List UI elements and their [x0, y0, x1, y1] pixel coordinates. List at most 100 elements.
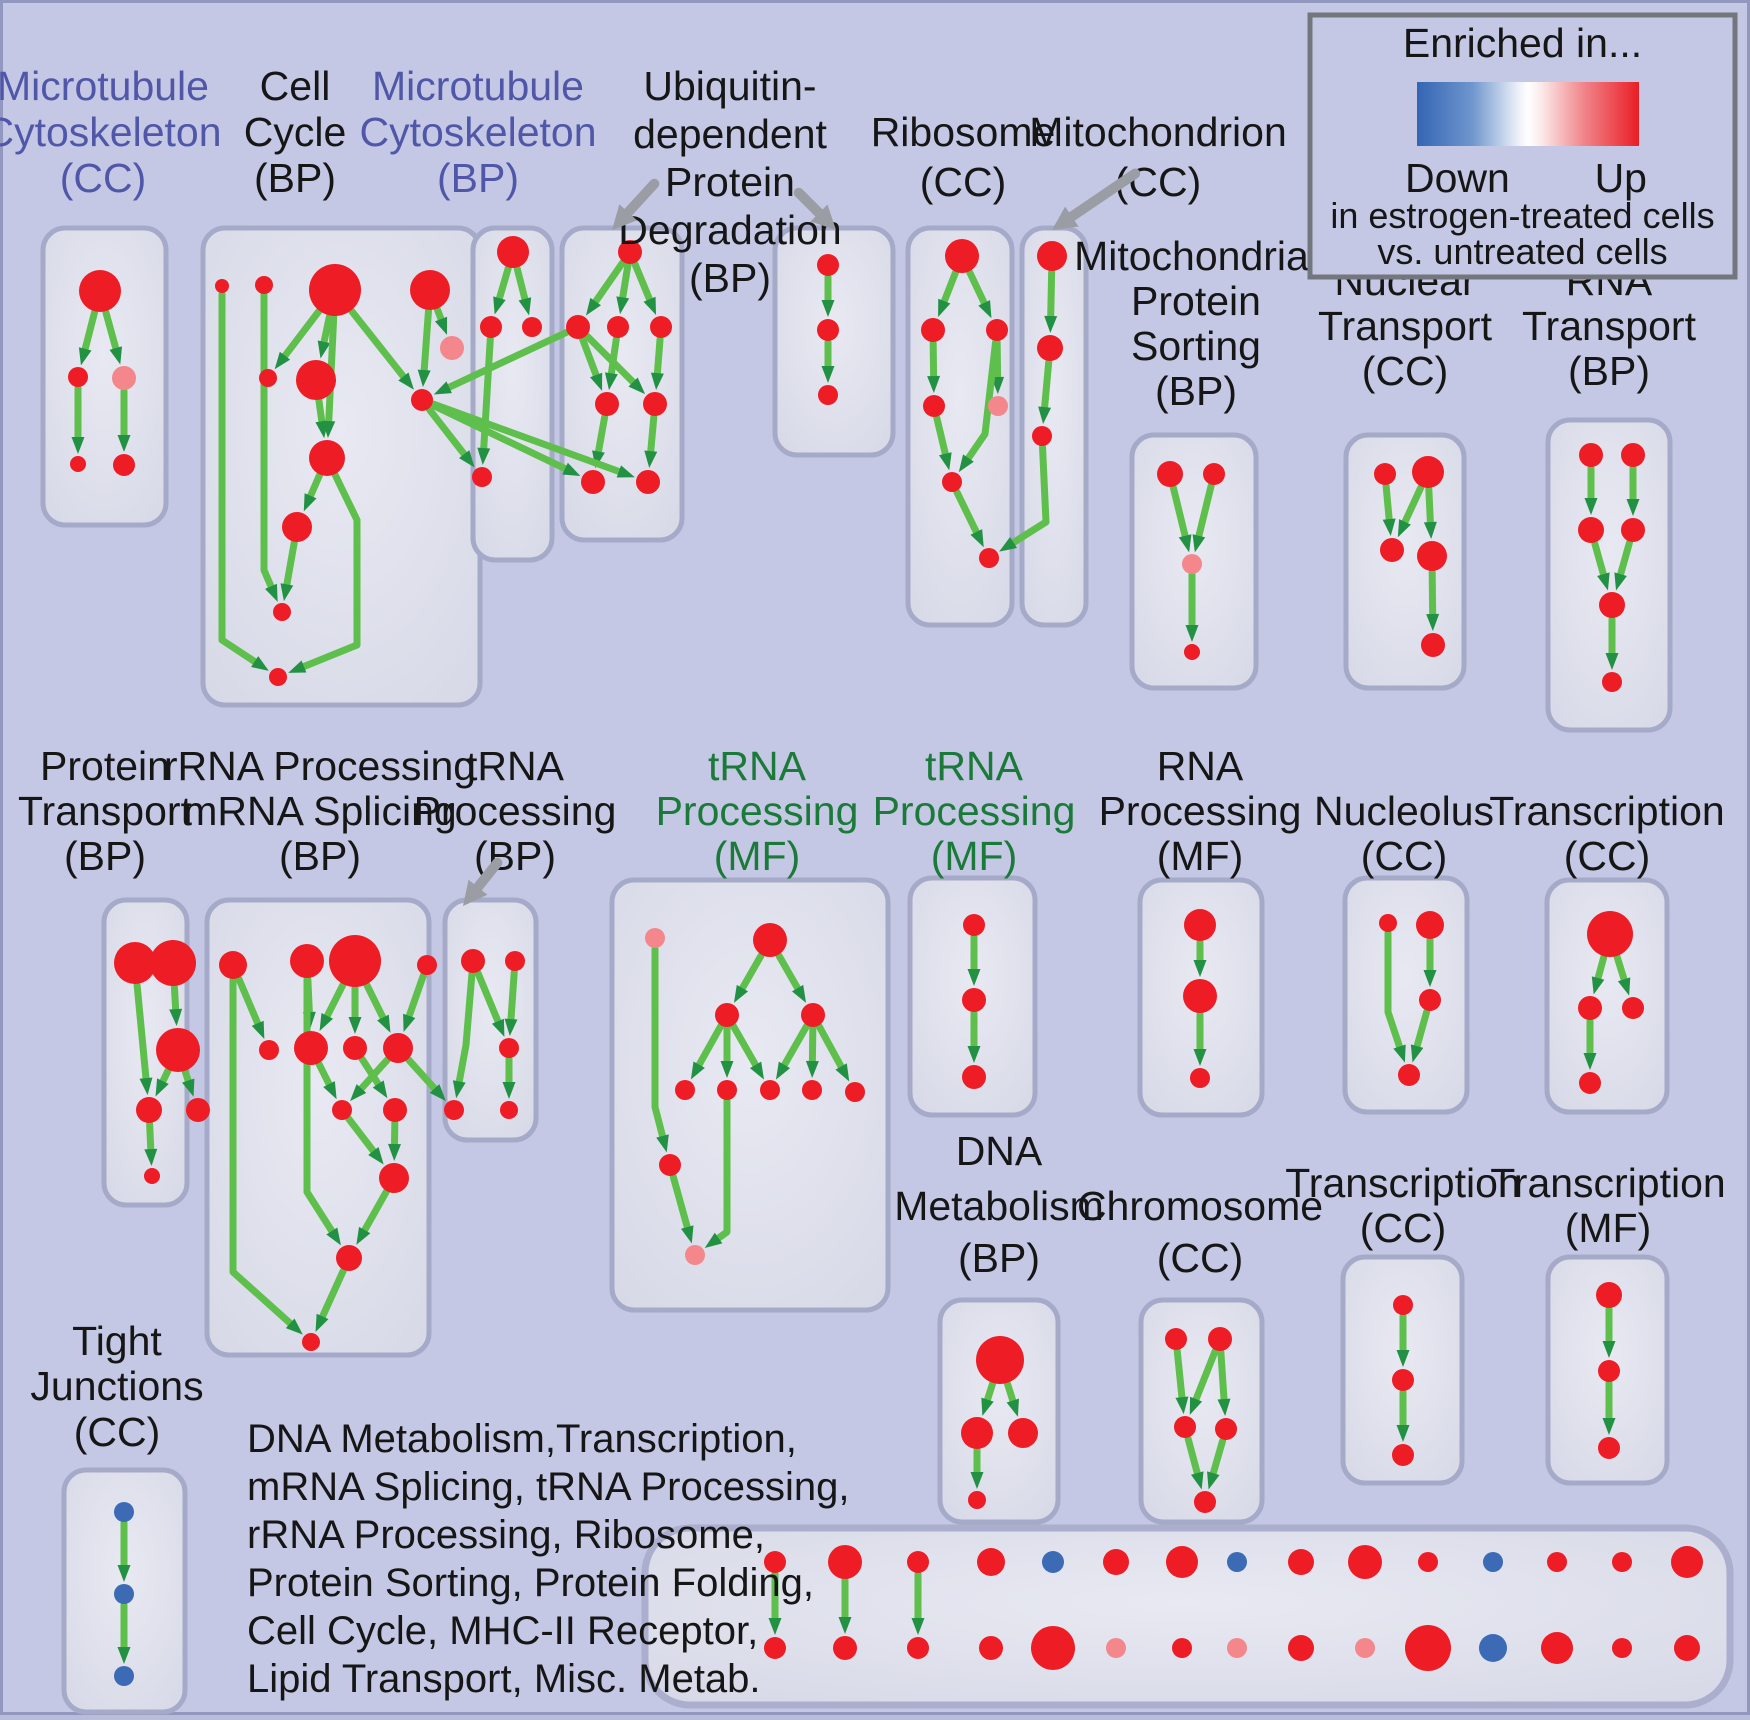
- protein_transport-node-2: [156, 1028, 200, 1072]
- dna_metabolism-label-line-0: DNA: [956, 1128, 1043, 1174]
- protein_transport-edge-1: [174, 987, 175, 1011]
- protein_transport-node-4: [186, 1098, 210, 1122]
- transcription_cc_bot-label-line-0: Transcription: [1285, 1160, 1520, 1206]
- trna_mf_big-label-line-0: tRNA: [708, 743, 807, 789]
- rrna-node-9: [383, 1098, 407, 1122]
- cell_cycle-label-line-0: Cell: [260, 63, 331, 109]
- chromosome-node-4: [1194, 1491, 1216, 1513]
- trna_bp-label-line-1: Processing: [414, 788, 617, 834]
- rrna-node-3: [417, 955, 437, 975]
- bottom-strip-node-bottom-9: [1355, 1638, 1375, 1658]
- dna_metabolism-label-line-1: Metabolism: [894, 1183, 1104, 1229]
- bottom-strip-node-bottom-0: [764, 1637, 786, 1659]
- rrna-node-1: [290, 944, 324, 978]
- bottom-strip-node-bottom-10: [1405, 1625, 1451, 1671]
- mitochondrion-edge-1: [1044, 362, 1048, 409]
- rna_transport-node-0: [1579, 443, 1603, 467]
- ub_bp-label-line-4: (BP): [689, 255, 771, 301]
- trna_mf_big-label-line-1: Processing: [656, 788, 859, 834]
- protein_transport-node-5: [144, 1168, 160, 1184]
- cell_cycle-node-11: [269, 668, 287, 686]
- bottom-strip-node-top-5: [1103, 1549, 1129, 1575]
- bottom-strip-node-top-14: [1671, 1546, 1703, 1578]
- legend-subtitle-2: vs. untreated cells: [1377, 231, 1667, 272]
- nuclear_transport-node-3: [1417, 541, 1447, 571]
- trna_mf_small-node-2: [962, 1065, 986, 1089]
- trna_mf_big-node-4: [675, 1080, 695, 1100]
- chromosome-node-0: [1165, 1328, 1187, 1350]
- ub_bp-label-line-3: Degradation: [618, 207, 841, 253]
- rna_proc_mf-node-1: [1183, 979, 1217, 1013]
- bottom-strip-node-top-12: [1547, 1552, 1567, 1572]
- nucleolus-label-line-0: Nucleolus: [1314, 788, 1494, 834]
- cell_cycle-node-4: [259, 369, 277, 387]
- trna_mf_big-node-3: [801, 1003, 825, 1027]
- trna_mf_big-node-7: [802, 1080, 822, 1100]
- rna_proc_mf-label-line-0: RNA: [1157, 743, 1244, 789]
- mc_cc-node-2: [112, 366, 136, 390]
- rrna-node-5: [294, 1031, 328, 1065]
- dna_metabolism-node-3: [968, 1491, 986, 1509]
- ribosome-node-3: [923, 395, 945, 417]
- bottom-strip-node-bottom-13: [1612, 1638, 1632, 1658]
- transcription_cc_bot-node-2: [1392, 1444, 1414, 1466]
- mito_sorting-label-line-3: (BP): [1155, 368, 1237, 414]
- mc_bp-label-line-0: Microtubule: [372, 63, 584, 109]
- bottom-strip-node-top-2: [907, 1551, 929, 1573]
- ribosome-node-0: [945, 239, 979, 273]
- cell_cycle-label-line-1: Cycle: [244, 109, 347, 155]
- ub_bp-node-1: [566, 315, 590, 339]
- trna_mf_small-node-1: [962, 988, 986, 1012]
- cell_cycle-node-6: [440, 336, 464, 360]
- trna_bp-label-line-0: tRNA: [466, 743, 565, 789]
- transcription_mf-node-0: [1596, 1282, 1622, 1308]
- mc_bp-label-line-1: Cytoskeleton: [359, 109, 596, 155]
- tight_junctions-label-line-2: (CC): [74, 1409, 161, 1455]
- nucleolus-label-line-1: (CC): [1361, 833, 1448, 879]
- bottom-strip-node-top-6: [1166, 1546, 1198, 1578]
- nucleolus-node-2: [1419, 989, 1441, 1011]
- mitochondrion-node-2: [1032, 426, 1052, 446]
- bottom-strip-node-top-8: [1288, 1549, 1314, 1575]
- nucleolus-node-1: [1416, 911, 1444, 939]
- nuclear_transport-edge-2: [1429, 489, 1431, 524]
- mc_bp-node-0: [497, 236, 529, 268]
- mito_sorting-label-line-2: Sorting: [1131, 323, 1261, 369]
- rna_transport-node-3: [1621, 518, 1645, 542]
- bottom-strip-node-top-3: [977, 1548, 1005, 1576]
- ub_bp-edge-8: [651, 417, 654, 453]
- trna_mf_big-node-8: [845, 1082, 865, 1102]
- bottom-strip-node-top-9: [1348, 1545, 1382, 1579]
- rna_proc_mf-node-2: [1190, 1068, 1210, 1088]
- trna_mf_big-node-10: [685, 1245, 705, 1265]
- mito_sorting-node-1: [1203, 463, 1225, 485]
- transcription_cc_bot-node-0: [1393, 1295, 1413, 1315]
- transcription_cc_bot-label-line-1: (CC): [1360, 1205, 1447, 1251]
- rrna-node-6: [343, 1036, 367, 1060]
- chromosome-node-2: [1174, 1416, 1196, 1438]
- rna_transport-label-line-1: Transport: [1522, 303, 1697, 349]
- summary-text-line-1: mRNA Splicing, tRNA Processing,: [247, 1465, 849, 1509]
- rrna-node-12: [302, 1333, 320, 1351]
- bottom-strip-node-bottom-3: [979, 1636, 1003, 1660]
- ub_bp2-node-2: [818, 385, 838, 405]
- ub_bp-node-7: [636, 470, 660, 494]
- cell_cycle-label-line-2: (BP): [254, 155, 336, 201]
- trna_mf_big-node-6: [760, 1080, 780, 1100]
- ribosome-label-line-1: (CC): [920, 159, 1007, 205]
- transcription_cc_mid-node-2: [1622, 997, 1644, 1019]
- trna_mf_small-label-line-1: Processing: [873, 788, 1076, 834]
- cell_cycle-node-5: [296, 360, 336, 400]
- rna_transport-node-2: [1578, 517, 1604, 543]
- ribosome-node-5: [942, 472, 962, 492]
- rna_proc_mf-node-0: [1184, 909, 1216, 941]
- bottom-strip-node-bottom-4: [1031, 1626, 1075, 1670]
- dna_metabolism-node-0: [976, 1336, 1024, 1384]
- trna_bp-edge-1: [511, 972, 514, 1021]
- trna_bp-node-4: [500, 1101, 518, 1119]
- bottom-strip-node-bottom-7: [1227, 1638, 1247, 1658]
- ub_bp-node-3: [650, 316, 672, 338]
- bottom-strip-node-bottom-11: [1479, 1634, 1507, 1662]
